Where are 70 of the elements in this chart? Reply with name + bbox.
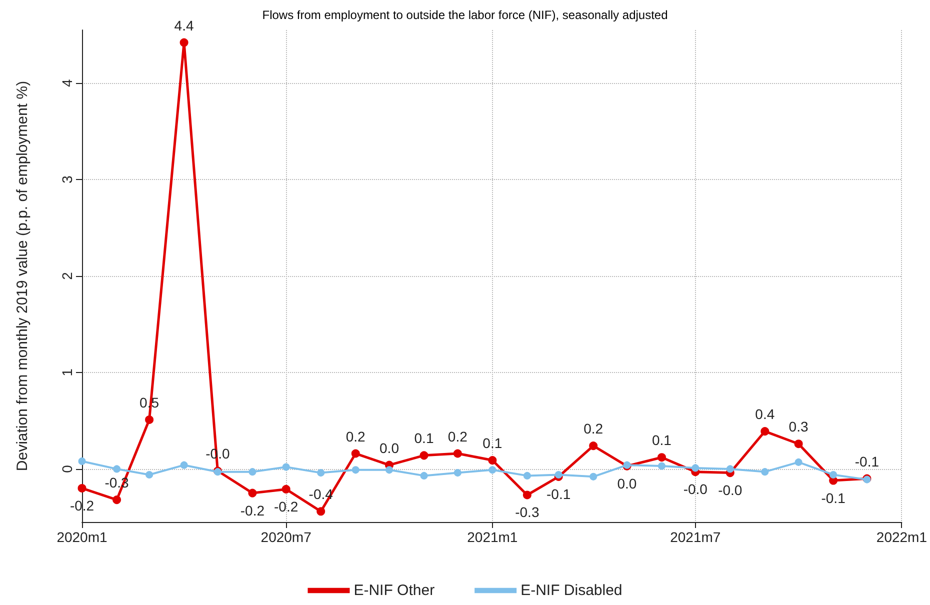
point [794, 458, 802, 466]
data-label: -0.0 [683, 481, 708, 498]
point [248, 488, 257, 498]
point [453, 449, 462, 458]
data-label: 0.0 [617, 475, 637, 492]
point [78, 484, 86, 492]
y-tick-label: 3 [59, 175, 75, 184]
data-label: -0.2 [274, 498, 298, 514]
point [317, 469, 325, 477]
data-label: 0.1 [482, 435, 502, 452]
point [657, 453, 666, 462]
y-axis-title: Deviation from monthly 2019 value (p.p. of employment %) [14, 80, 31, 472]
point [522, 490, 532, 500]
point [658, 462, 666, 470]
point [761, 468, 769, 476]
point [146, 470, 154, 478]
x-tick-label: 2020m7 [260, 529, 312, 545]
data-label: 4.4 [174, 17, 194, 34]
point [794, 440, 803, 448]
data-label: 0.0 [380, 440, 400, 456]
point [180, 38, 188, 47]
point [454, 469, 462, 477]
chart-title: Flows from employment to outside the labor force (NIF), seasonally adjusted [262, 8, 668, 22]
x-tick-label: 2020m1 [56, 529, 108, 545]
y-tick-label: 1 [59, 368, 75, 376]
legend-label: E-NIF Disabled [520, 582, 622, 599]
y-tick-label: 0 [59, 464, 75, 473]
point [282, 463, 290, 471]
data-label: 0.2 [346, 428, 366, 444]
point [830, 470, 838, 478]
data-label: -0.2 [240, 502, 265, 518]
point [248, 468, 256, 476]
point [282, 484, 290, 494]
y-tick-label: 4 [59, 78, 75, 87]
point [386, 466, 393, 474]
data-label: 0.4 [755, 406, 775, 422]
point [351, 449, 360, 458]
point [589, 442, 598, 450]
x-tick-label: 2021m7 [670, 529, 721, 545]
data-label: -0.0 [718, 482, 742, 498]
point [180, 461, 188, 469]
point [760, 427, 770, 436]
data-label: 0.1 [652, 432, 672, 448]
point [420, 472, 428, 480]
point [590, 472, 598, 480]
x-tick-label: 2021m1 [467, 529, 518, 545]
point [316, 507, 326, 516]
point [145, 415, 154, 424]
data-label: -0.1 [854, 453, 880, 470]
data-label: -0.1 [546, 486, 571, 502]
point [78, 457, 86, 465]
data-label: -0.3 [515, 504, 540, 520]
data-label: -0.1 [821, 490, 846, 506]
point [692, 464, 700, 472]
data-label: 0.3 [788, 418, 808, 435]
point [554, 470, 562, 478]
point [113, 465, 121, 473]
legend-label: E-NIF Other [354, 582, 435, 599]
x-tick-label: 2022m1 [876, 529, 928, 545]
point [352, 466, 360, 474]
point [488, 466, 496, 474]
point [523, 472, 531, 480]
point [726, 465, 734, 473]
data-label: 0.1 [414, 430, 434, 446]
point [112, 496, 122, 504]
point [488, 456, 497, 465]
data-label: 0.2 [584, 420, 604, 437]
point [420, 451, 428, 460]
y-tick-label: 2 [59, 272, 75, 280]
data-label: 0.2 [448, 428, 468, 444]
